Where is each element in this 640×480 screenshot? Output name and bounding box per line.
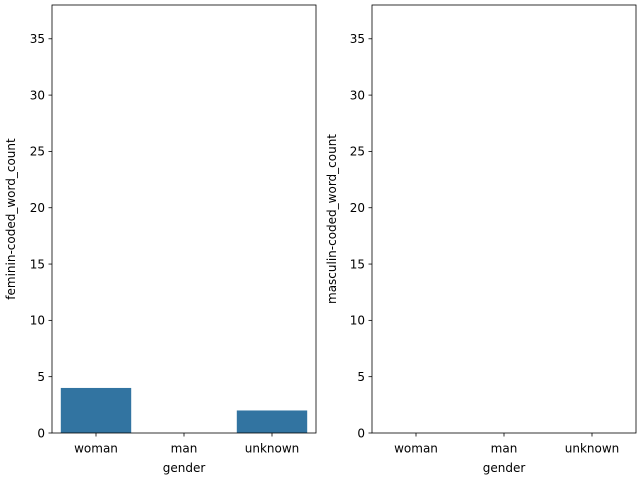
axes-feminin: 0 5 10 15 20 25 30 35 woman man unknown gender fe…	[4, 4, 317, 475]
y-ticks-feminin: 0 5 10 15 20 25 30 35	[30, 32, 52, 440]
x-ticks-feminin: woman man unknown	[74, 433, 299, 456]
y-tick-label-masculin-35: 35	[350, 32, 365, 46]
y-axis-label-masculin: masculin-coded_word_count	[325, 134, 339, 304]
x-tick-label-feminin-woman: woman	[74, 442, 118, 456]
y-tick-label-masculin-0: 0	[357, 426, 365, 440]
y-ticks-masculin: 0 5 10 15 20 25 30 35	[350, 32, 372, 440]
bar-feminin-unknown	[236, 410, 308, 433]
x-tick-label-masculin-man: man	[491, 442, 518, 456]
axes-masculin: 0 5 10 15 20 25 30 35 woman man unknown gender ma…	[325, 4, 637, 475]
y-tick-label-masculin-5: 5	[357, 370, 365, 384]
bars-feminin	[60, 387, 308, 433]
x-tick-label-feminin-unknown: unknown	[245, 442, 300, 456]
y-tick-label-feminin-15: 15	[30, 257, 45, 271]
y-tick-label-feminin-0: 0	[37, 426, 45, 440]
x-axis-label-feminin: gender	[163, 461, 206, 475]
x-ticks-masculin: woman man unknown	[394, 433, 619, 456]
y-tick-label-masculin-15: 15	[350, 257, 365, 271]
bar-feminin-woman	[60, 387, 132, 433]
y-tick-label-feminin-5: 5	[37, 370, 45, 384]
x-tick-label-feminin-man: man	[171, 442, 198, 456]
y-tick-label-feminin-30: 30	[30, 88, 45, 102]
y-tick-label-feminin-10: 10	[30, 314, 45, 328]
x-axis-label-masculin: gender	[483, 461, 526, 475]
y-tick-label-feminin-25: 25	[30, 145, 45, 159]
y-tick-label-masculin-20: 20	[350, 201, 365, 215]
y-tick-label-feminin-20: 20	[30, 201, 45, 215]
y-axis-label-feminin: feminin-coded_word_count	[4, 138, 18, 300]
y-tick-label-feminin-35: 35	[30, 32, 45, 46]
y-tick-label-masculin-25: 25	[350, 145, 365, 159]
y-tick-label-masculin-10: 10	[350, 314, 365, 328]
x-tick-label-masculin-unknown: unknown	[565, 442, 620, 456]
y-tick-label-masculin-30: 30	[350, 88, 365, 102]
x-tick-label-masculin-woman: woman	[394, 442, 438, 456]
